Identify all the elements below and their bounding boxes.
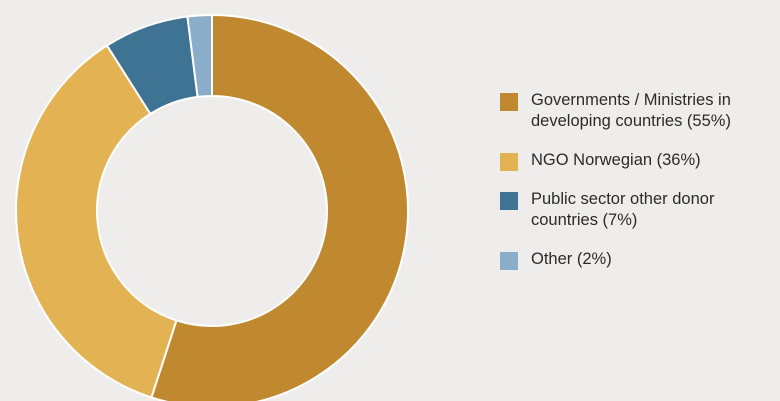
legend-swatch-other (500, 252, 518, 270)
legend-swatch-public-sector (500, 192, 518, 210)
donut-slice-governments (150, 13, 409, 401)
donut-chart (15, 13, 409, 401)
legend-item-governments: Governments / Ministries in developing c… (500, 90, 770, 132)
donut-slice-ngo-norwegian (15, 44, 178, 399)
legend-label-public-sector: Public sector other donor countries (7%) (531, 190, 715, 229)
legend-label-ngo-norwegian: NGO Norwegian (36%) (531, 151, 701, 169)
legend-swatch-governments (500, 93, 518, 111)
legend-item-ngo-norwegian: NGO Norwegian (36%) (500, 150, 770, 171)
legend-label-governments: Governments / Ministries in developing c… (531, 91, 731, 130)
legend-item-public-sector: Public sector other donor countries (7%) (500, 189, 770, 231)
donut-slice-other (186, 13, 213, 99)
legend-item-other: Other (2%) (500, 249, 770, 270)
chart-legend: Governments / Ministries in developing c… (500, 90, 770, 288)
legend-label-other: Other (2%) (531, 250, 612, 268)
legend-swatch-ngo-norwegian (500, 153, 518, 171)
